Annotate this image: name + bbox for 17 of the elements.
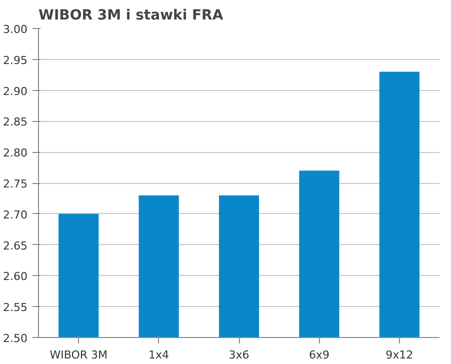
x-tick-label: 6x9 — [308, 348, 330, 362]
chart-title: WIBOR 3M i stawki FRA — [38, 8, 224, 24]
y-tick-label: 2.90 — [3, 84, 28, 98]
x-tick-label: 3x6 — [228, 348, 250, 362]
y-tick-label: 2.75 — [3, 178, 28, 190]
y-tick-label: 2.50 — [3, 332, 28, 345]
y-tick-label: 3.00 — [3, 23, 28, 36]
x-tick-label: 9x12 — [386, 348, 414, 362]
y-tick-label: 2.65 — [3, 239, 28, 252]
y-tick-label: 2.85 — [3, 116, 28, 129]
y-tick-label: 2.70 — [3, 208, 28, 222]
x-tick-label: WIBOR 3M — [50, 348, 108, 362]
y-tick-label: 2.80 — [3, 146, 28, 160]
y-tick-label: 2.55 — [3, 301, 28, 314]
y-tick-label: 2.60 — [3, 270, 28, 284]
y-tick-label: 2.95 — [3, 54, 28, 67]
x-tick-label: 1x4 — [148, 348, 170, 362]
